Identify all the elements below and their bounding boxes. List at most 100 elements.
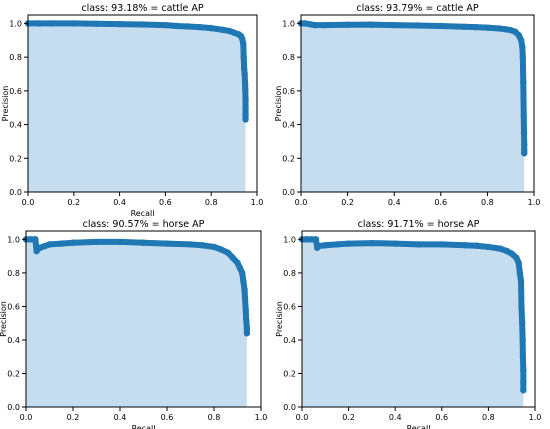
pr-point [187,241,194,248]
pr-point [521,141,528,148]
pr-point [210,243,218,251]
pr-point [242,104,249,111]
pr-point [308,236,315,243]
pr-point [461,242,469,249]
pr-point [32,236,39,243]
y-tick-label: 0.4 [7,336,20,345]
pr-point [116,238,124,246]
pr-point [484,24,491,31]
pr-point [58,240,65,247]
pr-point [240,278,247,285]
pr-point [513,254,520,262]
x-tick-label: 0.0 [296,413,309,422]
pr-point [345,240,352,247]
axes-frame [25,230,262,408]
pr-point [173,22,181,30]
y-axis-label: Precision [0,301,8,337]
pr-point [69,239,77,246]
pr-point [240,53,247,61]
pr-point [70,20,78,27]
y-tick-label: 1.0 [282,19,295,28]
x-tick-label: 0.4 [388,198,401,207]
pr-point [243,330,251,337]
pr-point [344,21,351,28]
pr-point [414,22,421,29]
y-tick-label: 0.0 [282,188,295,197]
pr-point [496,245,504,252]
pr-area-fill [28,23,246,192]
pr-point [27,236,34,243]
pr-point [208,24,215,32]
pr-point [367,21,375,28]
pr-point [116,20,123,28]
pr-point [242,116,249,123]
x-axis-label: Recall [131,209,155,218]
x-tick-label: 1.0 [529,413,542,422]
x-tick-label: 0.6 [435,413,448,422]
pr-point [240,40,247,47]
y-tick-label: 0.8 [282,53,295,62]
pr-point [473,242,480,249]
y-tick-label: 0.6 [283,302,296,311]
axes-frame [27,14,258,193]
pr-point [199,242,206,249]
pr-point [520,366,527,374]
pr-point [515,259,522,267]
y-tick-label: 0.0 [7,403,20,412]
pr-curve-line [298,20,528,157]
pr-point [185,23,192,30]
pr-point [368,239,376,247]
y-tick-label: 0.6 [9,87,22,96]
pr-point [303,236,310,243]
x-axis-label: Recall [407,424,431,429]
x-tick-label: 0.2 [67,413,80,422]
axes-frame [301,230,536,408]
pr-point [163,240,171,247]
pr-point [438,241,445,248]
chart-panel-3: 0.0 0.2 0.4 0.6 0.8 1.0 0.0 0.2 0.4 0.6 0.8 1.0 clas… [0,219,267,429]
x-axis-label: Recall [132,424,156,429]
pr-point [517,37,525,44]
y-tick-label: 1.0 [9,19,22,28]
y-tick-label: 0.2 [7,369,20,378]
pr-point [495,25,503,32]
pr-point [312,236,320,243]
y-axis-label: Precision [275,301,284,337]
pr-point [47,20,55,27]
pr-point [520,96,527,103]
y-axis-label: Precision [1,86,10,122]
pr-point [229,254,236,262]
pr-point [321,21,328,29]
pr-point [241,286,248,293]
pr-point [333,241,341,248]
pr-point [519,353,527,360]
pr-point [508,250,515,257]
pr-point [224,249,232,256]
pr-point [241,70,248,78]
pr-point [140,239,147,246]
x-tick-label: 0.8 [481,198,494,207]
y-tick-label: 1.0 [7,235,20,244]
pr-point [520,112,527,120]
x-tick-label: 1.0 [528,198,541,207]
pr-point [242,316,250,324]
pr-point [392,240,399,247]
pr-point [196,23,203,31]
pr-point [311,21,319,29]
y-tick-label: 0.2 [283,369,296,378]
pr-area-fill [26,239,247,407]
x-tick-label: 0.0 [295,198,308,207]
pr-point [520,79,527,86]
pr-point [238,35,246,42]
x-tick-label: 0.2 [341,198,354,207]
pr-point [391,21,398,29]
chart-panel-1: 0.0 0.2 0.4 0.6 0.8 1.0 0.0 0.2 0.4 0.6 0.8 1.0 clas… [1,3,263,218]
pr-point [520,387,527,394]
pr-point [239,269,246,277]
pr-point [518,303,525,310]
pr-point [241,294,249,302]
x-tick-label: 0.6 [161,413,174,422]
pr-point [36,20,43,27]
pr-point [93,238,100,246]
